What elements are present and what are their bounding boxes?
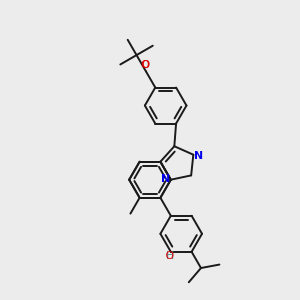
Text: N: N bbox=[194, 151, 203, 161]
Text: N: N bbox=[161, 174, 170, 184]
Text: O: O bbox=[140, 60, 149, 70]
Text: O: O bbox=[162, 251, 174, 261]
Text: H: H bbox=[166, 251, 174, 261]
Text: O: O bbox=[141, 60, 149, 70]
